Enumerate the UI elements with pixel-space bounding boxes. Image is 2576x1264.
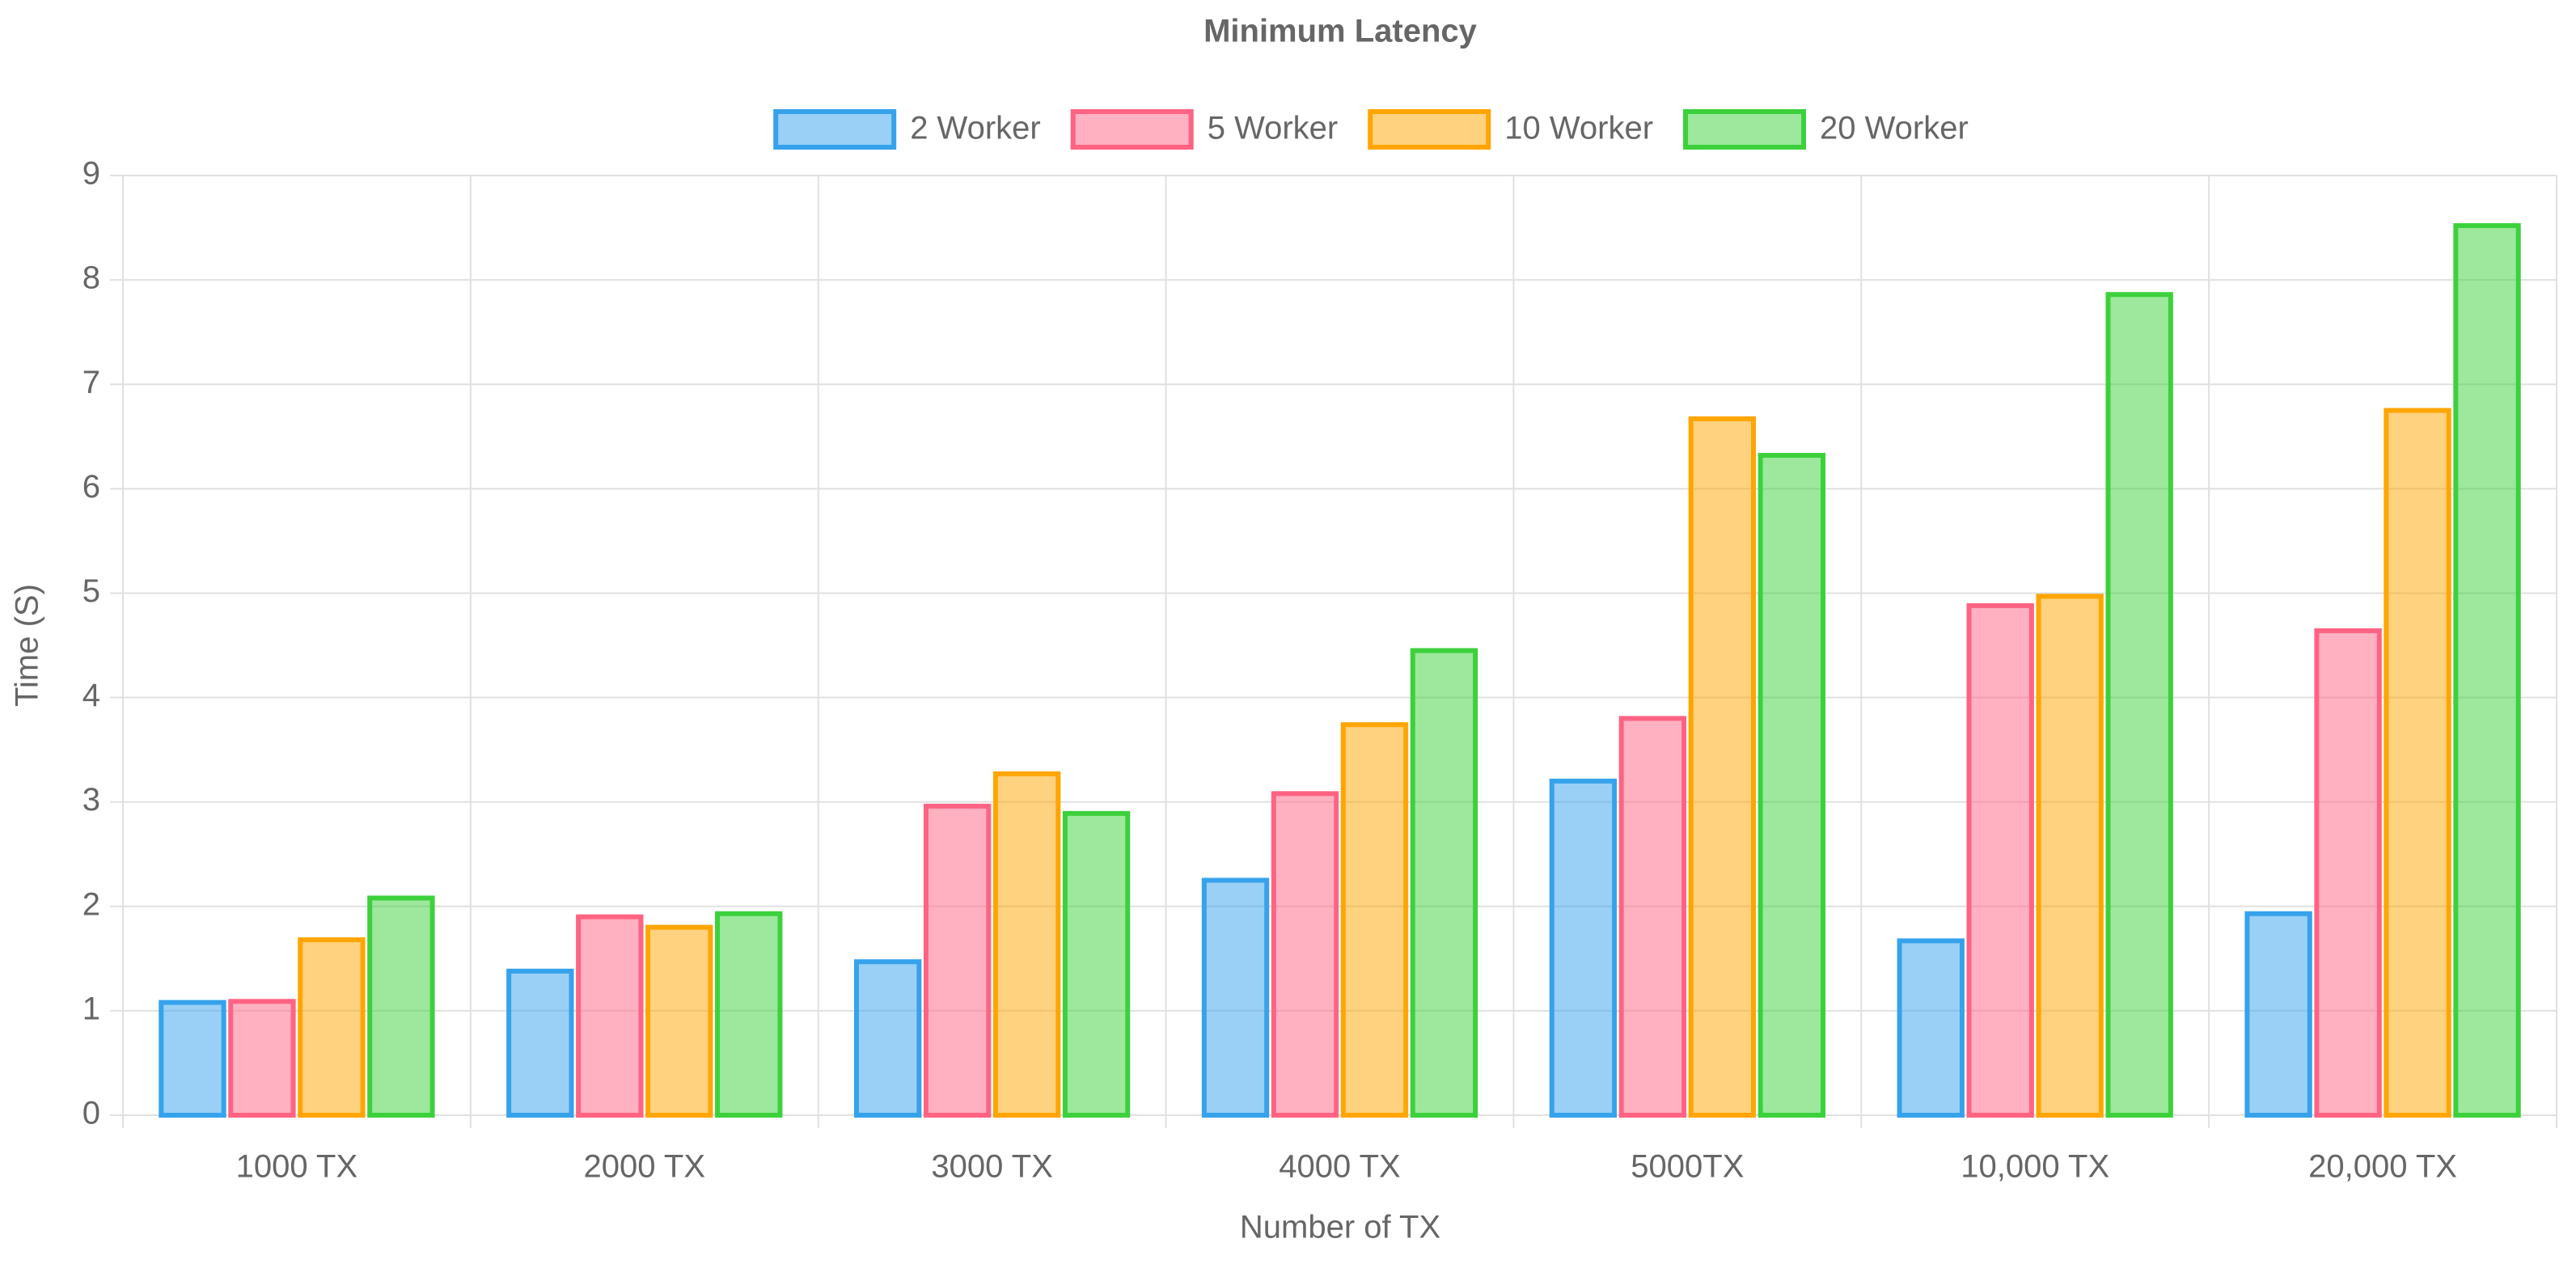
- bar: [2244, 911, 2312, 1118]
- bar: [367, 895, 435, 1118]
- legend-label: 2 Worker: [910, 111, 1041, 146]
- x-axis-title: Number of TX: [1240, 1210, 1440, 1245]
- bar: [923, 803, 992, 1118]
- y-tick-label: 6: [82, 469, 100, 505]
- bar: [2384, 408, 2451, 1118]
- legend-swatch: [773, 109, 897, 150]
- y-tick-label: 0: [82, 1096, 100, 1131]
- bar: [2314, 628, 2382, 1118]
- y-tick-label: 9: [82, 156, 100, 192]
- legend-label: 5 Worker: [1208, 111, 1339, 146]
- bar: [992, 771, 1061, 1118]
- bar: [853, 959, 922, 1118]
- bar: [2036, 594, 2104, 1118]
- legend-label: 20 Worker: [1820, 111, 1969, 146]
- bar: [506, 968, 574, 1118]
- bar: [1758, 453, 1826, 1118]
- legend-swatch: [1070, 109, 1194, 150]
- bar: [1549, 778, 1618, 1118]
- bar: [1966, 602, 2034, 1118]
- bar: [576, 914, 644, 1118]
- legend-swatch: [1683, 109, 1807, 150]
- bar: [159, 1000, 226, 1118]
- y-tick-label: 8: [82, 260, 100, 296]
- bar: [645, 924, 713, 1118]
- y-axis-title: Time (S): [10, 584, 45, 707]
- x-tick-label: 2000 TX: [584, 1149, 706, 1185]
- bar: [1688, 416, 1757, 1118]
- y-tick-label: 2: [82, 886, 100, 922]
- bar: [2453, 222, 2521, 1118]
- bar: [298, 937, 366, 1118]
- chart-title: Minimum Latency: [1203, 14, 1478, 49]
- bar: [1618, 716, 1687, 1118]
- bar: [715, 911, 783, 1118]
- bar: [1897, 938, 1965, 1118]
- y-tick-label: 1: [82, 991, 100, 1026]
- x-tick-label: 1000 TX: [236, 1149, 358, 1185]
- bar: [1201, 877, 1270, 1118]
- y-tick-label: 5: [82, 573, 100, 609]
- bar: [228, 999, 296, 1118]
- x-tick-label: 20,000 TX: [2308, 1149, 2457, 1185]
- x-tick-label: 4000 TX: [1279, 1149, 1401, 1185]
- bar: [1340, 722, 1409, 1118]
- legend-label: 10 Worker: [1504, 111, 1653, 146]
- bar: [1062, 810, 1131, 1118]
- x-tick-label: 10,000 TX: [1961, 1149, 2109, 1185]
- y-tick-label: 3: [82, 782, 100, 818]
- x-tick-label: 5000TX: [1631, 1149, 1744, 1185]
- y-tick-label: 7: [82, 365, 100, 400]
- bar: [2105, 292, 2173, 1118]
- bar: [1410, 648, 1478, 1118]
- bar: [1271, 791, 1339, 1118]
- legend-swatch: [1368, 109, 1491, 150]
- x-tick-label: 3000 TX: [931, 1149, 1053, 1185]
- y-tick-label: 4: [82, 678, 100, 713]
